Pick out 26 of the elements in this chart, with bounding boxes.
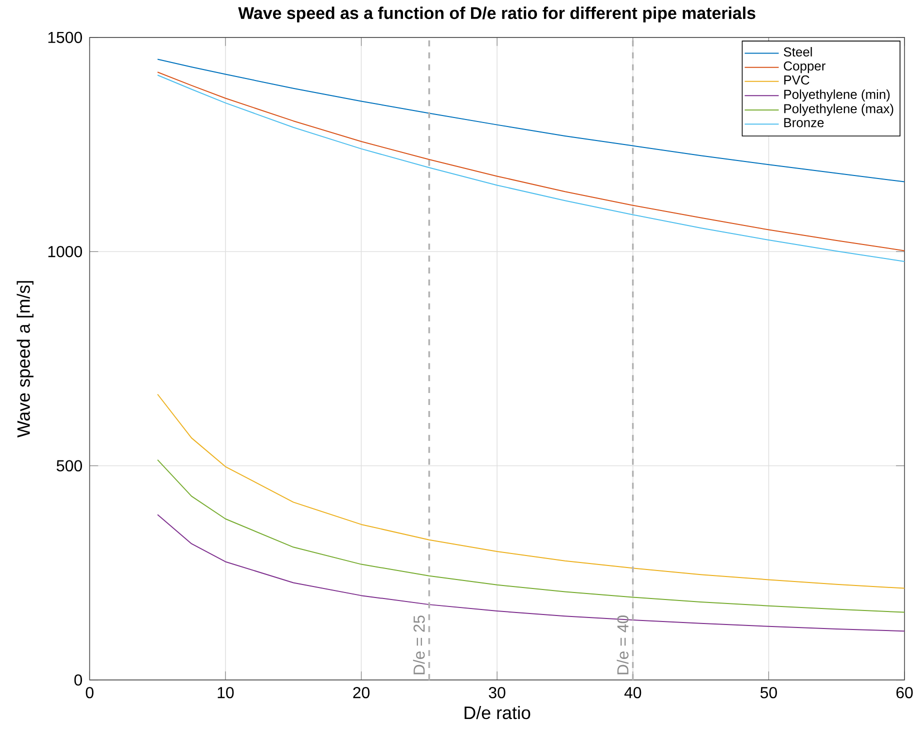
y-axis-title: Wave speed a [m/s] xyxy=(16,281,34,438)
legend-label: Bronze xyxy=(784,118,824,128)
legend-label: Polyethylene (max) xyxy=(784,104,894,116)
x-tick-label: 50 xyxy=(760,687,777,698)
x-tick-label: 20 xyxy=(353,687,370,698)
line-series xyxy=(157,394,905,589)
x-tick-label: 10 xyxy=(218,687,234,698)
ref-line-label: D/e = 40 xyxy=(616,616,629,674)
x-tick-label: 30 xyxy=(488,687,506,698)
x-tick-label: 60 xyxy=(896,687,913,698)
chart-title: Wave speed as a function of D/e ratio for different pipe materials xyxy=(238,6,756,23)
y-tick-label: 0 xyxy=(74,674,82,686)
y-tick-label: 1500 xyxy=(48,32,82,44)
line-series xyxy=(157,58,905,182)
line-series xyxy=(157,459,905,613)
ref-line-label: D/e = 25 xyxy=(413,616,425,674)
x-tick-label: 40 xyxy=(624,687,642,698)
line-series xyxy=(157,514,905,632)
x-tick-label: 0 xyxy=(86,687,94,698)
x-axis-title: D/e ratio xyxy=(464,706,530,720)
legend-label: PVC xyxy=(784,76,810,85)
y-tick-label: 500 xyxy=(56,460,82,472)
legend-label: Steel xyxy=(784,47,812,57)
y-tick-label: 1000 xyxy=(48,246,82,258)
legend-label: Polyethylene (min) xyxy=(784,90,890,102)
legend-label: Copper xyxy=(784,62,826,74)
